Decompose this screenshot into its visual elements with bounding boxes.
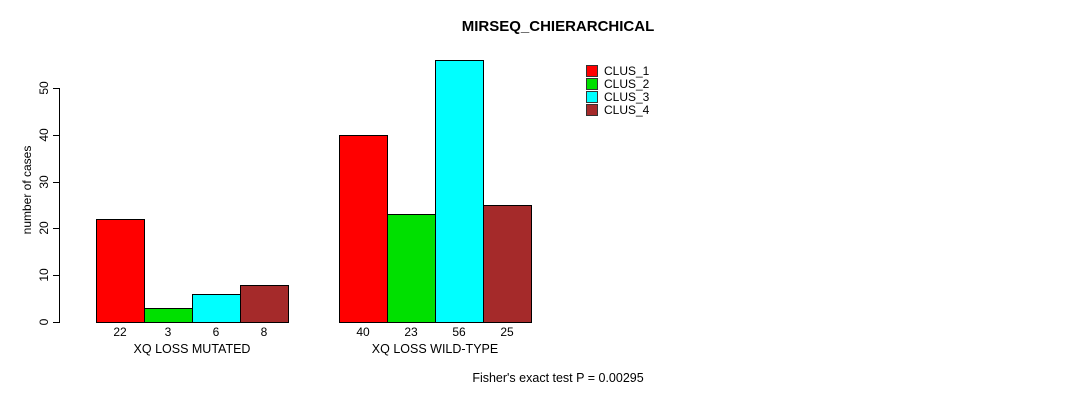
legend-swatch-clus_1: [586, 65, 598, 77]
y-axis-tick: [53, 322, 59, 323]
bar-clus_4-2: [483, 205, 532, 323]
y-axis-tick-label: 10: [37, 268, 51, 282]
bar-clus_1-1: [96, 219, 145, 323]
legend-swatch-clus_4: [586, 104, 598, 116]
y-axis-tick: [53, 88, 59, 89]
bar-value-label: 6: [212, 325, 220, 339]
bar-value-label: 22: [113, 325, 127, 339]
category-label: XQ LOSS MUTATED: [133, 342, 251, 356]
bar-clus_2-1: [144, 308, 193, 323]
bar-clus_2-2: [387, 214, 436, 323]
bar-clus_4-1: [240, 285, 289, 323]
legend-label-clus_1: CLUS_1: [604, 64, 650, 78]
y-axis-tick-label: 50: [37, 81, 51, 95]
bar-clus_3-2: [435, 60, 484, 323]
y-axis-tick: [53, 228, 59, 229]
y-axis-tick-label: 30: [37, 175, 51, 189]
y-axis-tick: [53, 275, 59, 276]
legend-label-clus_4: CLUS_4: [604, 103, 650, 117]
legend-swatch-clus_2: [586, 78, 598, 90]
legend-label-clus_3: CLUS_3: [604, 90, 650, 104]
bar-value-label: 3: [164, 325, 172, 339]
bar-value-label: 8: [260, 325, 268, 339]
bar-clus_1-2: [339, 135, 388, 323]
category-label: XQ LOSS WILD-TYPE: [371, 342, 499, 356]
legend-label-clus_2: CLUS_2: [604, 77, 650, 91]
y-axis-line: [59, 88, 60, 323]
y-axis-tick: [53, 182, 59, 183]
y-axis-tick: [53, 135, 59, 136]
bar-value-label: 25: [500, 325, 514, 339]
bar-value-label: 56: [452, 325, 466, 339]
bar-value-label: 40: [356, 325, 370, 339]
chart-title: MIRSEQ_CHIERARCHICAL: [461, 18, 655, 35]
y-axis-label: number of cases: [20, 145, 34, 235]
y-axis-tick-label: 20: [37, 221, 51, 235]
legend-swatch-clus_3: [586, 91, 598, 103]
bar-clus_3-1: [192, 294, 241, 323]
bar-value-label: 23: [404, 325, 418, 339]
fisher-test-annotation: Fisher's exact test P = 0.00295: [472, 371, 644, 385]
y-axis-tick-label: 0: [37, 318, 51, 326]
y-axis-tick-label: 40: [37, 128, 51, 142]
